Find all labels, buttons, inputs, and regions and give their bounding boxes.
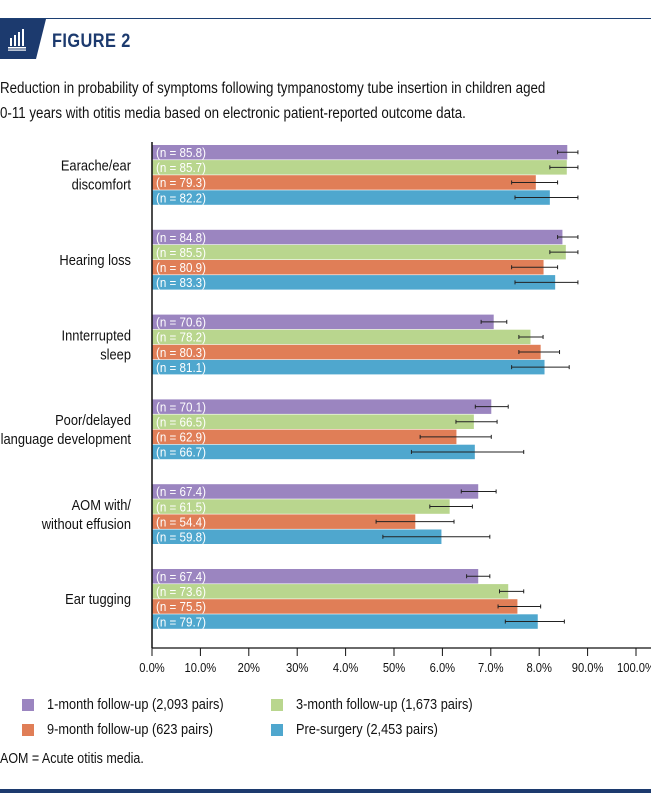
bar-data-label: (n = 79.3)	[156, 175, 206, 190]
category-label: Earache/ear	[61, 157, 131, 174]
bar-data-label: (n = 66.5)	[156, 415, 206, 430]
bar	[152, 444, 475, 460]
x-tick-label: 0.0%	[139, 660, 165, 675]
bottom-rule	[0, 789, 651, 793]
category-label: Hearing loss	[59, 251, 131, 268]
legend-label: 1-month follow-up (2,093 pairs)	[47, 697, 224, 713]
figure-badge	[0, 19, 46, 59]
bar	[152, 145, 568, 160]
category-label: Innterrupted	[62, 326, 131, 343]
category-label: sleep	[100, 345, 131, 362]
category-label: Poor/delayed	[55, 411, 131, 428]
bar-data-label: (n = 85.7)	[156, 160, 206, 175]
bar	[152, 584, 509, 599]
bar	[152, 359, 545, 375]
footnote: AOM = Acute otitis media.	[0, 751, 144, 767]
bars-layer	[152, 145, 568, 629]
bar	[152, 569, 479, 584]
bar	[152, 175, 536, 190]
legend-item-pre-surgery: Pre-surgery (2,453 pairs)	[271, 722, 457, 738]
legend-swatch	[22, 724, 34, 736]
figure-title: FIGURE 2	[52, 31, 131, 52]
bar	[152, 529, 442, 544]
category-label: AOM with/	[72, 496, 132, 513]
x-tick-label: 4.0%	[333, 660, 359, 675]
x-tick-label: 50%	[383, 660, 406, 675]
category-label: without effusion	[41, 515, 131, 532]
bar	[152, 599, 518, 614]
bar	[152, 329, 531, 345]
bar-data-label: (n = 67.4)	[156, 484, 206, 499]
x-tick-label: 7.0%	[478, 660, 504, 675]
bar-data-label: (n = 73.6)	[156, 584, 206, 599]
legend-swatch	[271, 699, 283, 711]
x-axis: 0.0% 10.0% 20% 30% 4.0% 50% 6.0% 7.0% 8.0% 90.0% 1…	[139, 142, 651, 675]
bar-data-label: (n = 85.5)	[156, 245, 206, 260]
bar	[152, 244, 566, 260]
bar	[152, 160, 567, 175]
bar-data-label: (n = 79.7)	[156, 614, 206, 629]
bar-labels-layer: (n = 85.8)(n = 85.7)(n = 79.3)(n = 82.2)…	[156, 145, 206, 629]
bar	[152, 275, 556, 290]
x-tick-label: 10.0%	[185, 660, 217, 675]
bar-data-label: (n = 61.5)	[156, 499, 206, 514]
bar-data-label: (n = 81.1)	[156, 360, 206, 375]
legend-item-9-month: 9-month follow-up (623 pairs)	[22, 722, 236, 738]
bar-data-label: (n = 78.2)	[156, 330, 206, 345]
caption-line-1: Reduction in probability of symptoms fol…	[0, 80, 546, 97]
x-tick-label: 90.0%	[572, 660, 604, 675]
category-label: language development	[1, 430, 131, 447]
category-labels-layer: Earache/ear discomfort Hearing loss Innterr…	[1, 157, 132, 608]
bar-chart: (n = 85.8)(n = 85.7)(n = 79.3)(n = 82.2)…	[1, 142, 651, 675]
x-tick-label: 20%	[238, 660, 261, 675]
bar	[152, 414, 474, 429]
bar-data-label: (n = 80.9)	[156, 260, 206, 275]
bar-data-label: (n = 75.5)	[156, 599, 206, 614]
bar-data-label: (n = 62.9)	[156, 430, 206, 445]
figure-caption: Reduction in probability of symptoms fol…	[0, 76, 568, 126]
legend-label: 9-month follow-up (623 pairs)	[47, 722, 213, 738]
bar-data-label: (n = 67.4)	[156, 569, 206, 584]
bar-data-label: (n = 54.4)	[156, 514, 206, 529]
bar	[152, 229, 563, 245]
bar	[152, 314, 494, 330]
top-rule	[0, 18, 651, 19]
x-tick-label: 100.0%	[617, 660, 651, 675]
category-label: Ear tugging	[65, 590, 131, 607]
bar	[152, 484, 479, 499]
x-tick-label: 6.0%	[430, 660, 456, 675]
bar	[152, 514, 416, 529]
legend-label: 3-month follow-up (1,673 pairs)	[296, 697, 473, 713]
legend-swatch	[22, 699, 34, 711]
bar-data-label: (n = 83.3)	[156, 275, 206, 290]
category-label: discomfort	[72, 176, 132, 193]
bar	[152, 499, 450, 514]
bar-data-label: (n = 66.7)	[156, 445, 206, 460]
bar-data-label: (n = 85.8)	[156, 145, 206, 160]
bar-data-label: (n = 70.1)	[156, 399, 206, 414]
legend-swatch	[271, 724, 283, 736]
x-tick-label: 30%	[286, 660, 309, 675]
bar-data-label: (n = 70.6)	[156, 315, 206, 330]
error-bars-layer	[375, 150, 579, 624]
bar	[152, 399, 492, 414]
x-tick-label: 8.0%	[526, 660, 552, 675]
bar-data-label: (n = 59.8)	[156, 530, 206, 545]
caption-line-2: 0-11 years with otitis media based on el…	[0, 105, 466, 122]
bar-data-label: (n = 80.3)	[156, 345, 206, 360]
legend-label: Pre-surgery (2,453 pairs)	[296, 722, 438, 738]
bar	[152, 190, 550, 205]
bar	[152, 429, 457, 445]
bar	[152, 614, 538, 629]
bar	[152, 344, 541, 360]
legend-item-3-month: 3-month follow-up (1,673 pairs)	[271, 697, 497, 713]
bar	[152, 260, 544, 275]
bar-chart-icon	[8, 29, 26, 51]
bar-data-label: (n = 82.2)	[156, 190, 206, 205]
bar-data-label: (n = 84.8)	[156, 230, 206, 245]
legend-item-1-month: 1-month follow-up (2,093 pairs)	[22, 697, 248, 713]
